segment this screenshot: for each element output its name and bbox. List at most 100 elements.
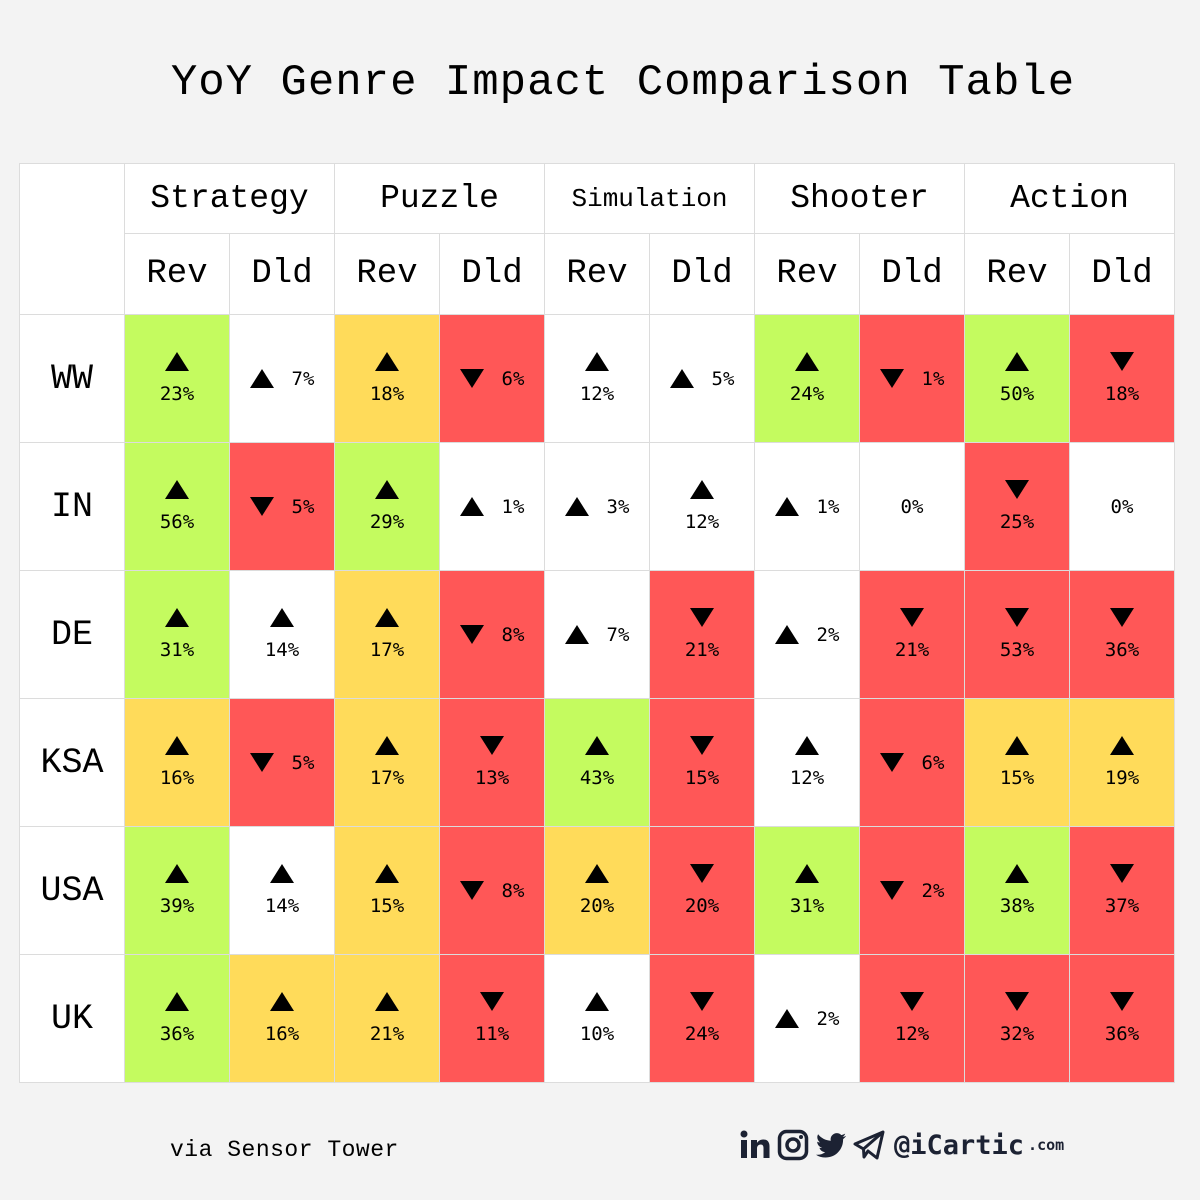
triangle-up-icon [774, 625, 799, 644]
triangle-down-icon [459, 625, 484, 644]
data-cell: 29% [334, 442, 440, 571]
cell-value: 7% [606, 623, 630, 646]
cell-value: 5% [711, 367, 735, 390]
instagram-icon [777, 1129, 809, 1161]
row-label: IN [19, 442, 125, 571]
triangle-up-icon [375, 992, 399, 1011]
cell-content: 17% [336, 608, 439, 661]
cell-value: 36% [1104, 639, 1140, 661]
data-cell: 17% [334, 570, 440, 699]
table-row: USA 39% 14% 15% 8% 20% 20% 31% 2% 38% 37% [19, 826, 1175, 955]
triangle-down-icon [480, 992, 504, 1011]
cell-content: 18% [1071, 352, 1174, 405]
cell-value: 36% [1104, 1023, 1140, 1045]
triangle-down-icon [690, 864, 714, 883]
triangle-down-icon [459, 881, 484, 900]
data-cell: 39% [124, 826, 230, 955]
triangle-down-icon [249, 497, 274, 516]
cell-value: 17% [369, 639, 405, 661]
cell-content: 15% [966, 736, 1069, 789]
metric-header: Rev [964, 233, 1070, 315]
data-cell: 15% [964, 698, 1070, 827]
data-cell: 5% [229, 698, 335, 827]
cell-content: 21% [861, 608, 964, 661]
data-cell: 1% [754, 442, 860, 571]
cell-content: 17% [336, 736, 439, 789]
triangle-down-icon [900, 608, 924, 627]
triangle-up-icon [564, 497, 589, 516]
triangle-up-icon [774, 1009, 799, 1028]
triangle-up-icon [795, 352, 819, 371]
data-cell: 20% [649, 826, 755, 955]
cell-content: 56% [126, 480, 229, 533]
cell-value: 16% [264, 1023, 300, 1045]
genre-header-row: Strategy Puzzle Simulation Shooter Actio… [19, 163, 1175, 315]
cell-value: 5% [291, 751, 315, 774]
triangle-up-icon [375, 864, 399, 883]
cell-value: 18% [369, 383, 405, 405]
metric-header: Dld [859, 233, 965, 315]
table-row: KSA 16% 5% 17% 13% 43% 15% 12% 6% 15% 19% [19, 698, 1175, 827]
cell-content: 14% [231, 864, 334, 917]
data-cell: 53% [964, 570, 1070, 699]
cell-value: 20% [684, 895, 720, 917]
data-cell: 7% [544, 570, 650, 699]
twitter-icon [816, 1133, 847, 1158]
triangle-down-icon [900, 992, 924, 1011]
handle-text[interactable]: @iCartic [894, 1129, 1025, 1161]
telegram-icon [853, 1130, 885, 1160]
cell-content: 1% [756, 496, 859, 518]
cell-content: 3% [546, 496, 649, 518]
data-cell: 50% [964, 314, 1070, 443]
cell-content: 2% [756, 1007, 859, 1030]
data-cell: 36% [124, 954, 230, 1083]
cell-value: 39% [159, 895, 195, 917]
cell-content: 14% [231, 608, 334, 661]
metric-header: Dld [229, 233, 335, 315]
data-cell: 15% [334, 826, 440, 955]
cell-content: 37% [1071, 864, 1174, 917]
triangle-down-icon [1110, 352, 1134, 371]
triangle-up-icon [795, 864, 819, 883]
data-cell: 23% [124, 314, 230, 443]
data-cell: 3% [544, 442, 650, 571]
data-cell: 2% [859, 826, 965, 955]
cell-value: 2% [921, 879, 945, 902]
metric-header: Rev [544, 233, 650, 315]
cell-value: 8% [501, 879, 525, 902]
genre-header: Puzzle [334, 163, 545, 234]
triangle-up-icon [270, 992, 294, 1011]
cell-value: 12% [684, 511, 720, 533]
table-row: DE 31% 14% 17% 8% 7% 21% 2% 21% 53% 36% [19, 570, 1175, 699]
cell-value: 0% [900, 495, 924, 518]
triangle-down-icon [1005, 992, 1029, 1011]
data-cell: 8% [439, 826, 545, 955]
triangle-up-icon [270, 608, 294, 627]
genre-header: Strategy [124, 163, 335, 234]
triangle-down-icon [690, 992, 714, 1011]
cell-content: 15% [651, 736, 754, 789]
row-label: UK [19, 954, 125, 1083]
cell-value: 7% [291, 367, 315, 390]
data-cell: 21% [334, 954, 440, 1083]
cell-content: 31% [756, 864, 859, 917]
metric-header-row: Rev Dld Rev Dld Rev Dld Rev Dld Rev Dld [20, 233, 1175, 315]
cell-content: 6% [441, 368, 544, 390]
data-cell: 12% [649, 442, 755, 571]
row-label: KSA [19, 698, 125, 827]
data-cell: 38% [964, 826, 1070, 955]
cell-content: 21% [336, 992, 439, 1045]
cell-content: 1% [861, 368, 964, 390]
metric-header: Rev [124, 233, 230, 315]
cell-content: 19% [1071, 736, 1174, 789]
data-cell: 14% [229, 826, 335, 955]
cell-value: 12% [579, 383, 615, 405]
cell-content: 38% [966, 864, 1069, 917]
cell-value: 2% [816, 1007, 840, 1030]
genre-header: Simulation [544, 163, 755, 234]
cell-value: 21% [894, 639, 930, 661]
triangle-up-icon [459, 497, 484, 516]
cell-content: 43% [546, 736, 649, 789]
cell-content: 32% [966, 992, 1069, 1045]
cell-value: 31% [789, 895, 825, 917]
